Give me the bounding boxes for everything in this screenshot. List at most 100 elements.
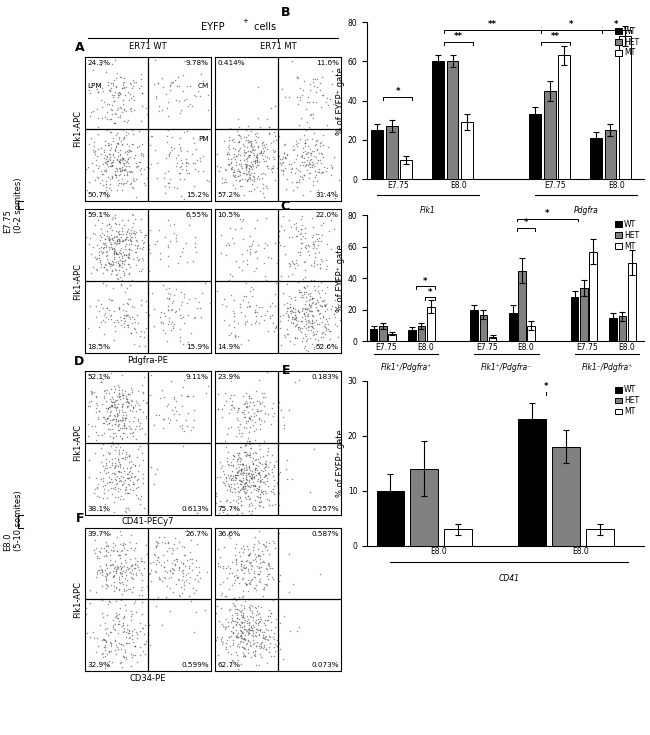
Point [254, 318, 265, 329]
Bar [558, 55, 570, 179]
Text: *: * [544, 382, 549, 391]
Point [246, 628, 257, 640]
Point [276, 270, 287, 282]
Point [88, 261, 99, 273]
Point [252, 491, 263, 503]
Point [174, 589, 184, 601]
Point [182, 521, 192, 533]
Point [240, 562, 251, 573]
Point [177, 245, 188, 257]
Point [230, 293, 240, 304]
Point [244, 160, 255, 172]
Point [138, 231, 149, 243]
Point [255, 471, 265, 483]
Point [114, 245, 125, 257]
Point [106, 309, 116, 321]
Point [122, 156, 133, 168]
Point [322, 93, 333, 104]
Point [136, 595, 147, 607]
Point [243, 151, 254, 162]
Point [120, 234, 131, 245]
Point [150, 565, 160, 577]
Point [109, 151, 119, 163]
Point [125, 382, 136, 394]
Point [101, 153, 111, 165]
Point [311, 143, 322, 154]
Point [311, 138, 322, 150]
Point [292, 137, 303, 149]
Point [244, 159, 255, 171]
Point [159, 531, 170, 543]
Point [107, 157, 118, 168]
Point [261, 517, 272, 529]
Point [266, 252, 276, 264]
Point [113, 420, 124, 432]
Point [190, 573, 200, 585]
Point [100, 634, 110, 645]
Point [127, 208, 137, 220]
Text: 52.1%: 52.1% [87, 374, 110, 380]
Point [67, 445, 77, 457]
Point [90, 390, 101, 401]
Point [237, 213, 248, 225]
Point [98, 438, 108, 450]
Point [117, 256, 127, 268]
Point [248, 143, 258, 155]
Point [105, 579, 116, 591]
Point [303, 240, 313, 251]
Point [310, 251, 320, 263]
Point [316, 300, 326, 312]
Point [222, 646, 233, 658]
Point [280, 610, 290, 622]
Point [99, 484, 109, 495]
Point [315, 85, 325, 96]
Point [242, 637, 253, 649]
Point [247, 290, 257, 301]
Point [162, 536, 173, 548]
Point [237, 406, 248, 418]
Point [298, 230, 308, 242]
Point [255, 474, 265, 486]
Point [111, 129, 121, 141]
Point [259, 641, 270, 653]
Point [136, 567, 147, 579]
Point [237, 215, 247, 227]
Point [221, 300, 231, 312]
Point [308, 221, 318, 233]
Point [116, 107, 127, 118]
Point [146, 576, 156, 587]
Point [211, 490, 222, 502]
Point [257, 556, 267, 567]
Point [106, 473, 116, 484]
Point [262, 579, 272, 591]
Point [122, 472, 133, 484]
Point [247, 607, 257, 619]
Point [116, 248, 127, 260]
Point [110, 144, 120, 156]
Bar [379, 326, 387, 342]
Point [268, 151, 278, 163]
Point [101, 66, 112, 78]
Point [231, 646, 242, 658]
Point [140, 340, 151, 352]
Point [229, 237, 239, 249]
Point [322, 315, 332, 326]
Point [300, 255, 311, 267]
Point [223, 478, 233, 490]
Point [98, 246, 108, 258]
Point [109, 570, 120, 582]
Point [232, 412, 242, 424]
Point [114, 153, 125, 165]
Point [218, 293, 229, 305]
Text: EYFP: EYFP [201, 22, 225, 32]
Point [227, 579, 237, 591]
Point [226, 162, 236, 173]
Point [163, 412, 174, 423]
Point [75, 236, 86, 248]
Point [127, 559, 137, 571]
Point [103, 629, 113, 641]
Point [99, 505, 110, 517]
Point [239, 642, 249, 653]
Point [101, 459, 111, 470]
Point [244, 163, 254, 175]
